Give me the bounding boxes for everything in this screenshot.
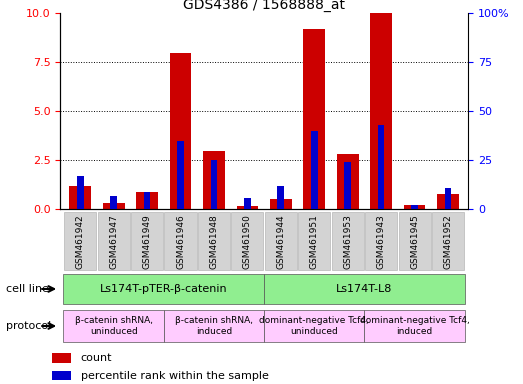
FancyBboxPatch shape — [231, 212, 264, 270]
Bar — [77, 176, 84, 209]
FancyBboxPatch shape — [63, 274, 264, 304]
Bar — [270, 200, 292, 209]
Text: cell line: cell line — [6, 284, 49, 294]
Title: GDS4386 / 1568888_at: GDS4386 / 1568888_at — [183, 0, 345, 12]
Bar — [445, 188, 451, 209]
FancyBboxPatch shape — [365, 310, 465, 342]
Bar — [411, 205, 418, 209]
Bar — [144, 192, 151, 209]
Text: protocol: protocol — [6, 321, 52, 331]
Text: Ls174T-pTER-β-catenin: Ls174T-pTER-β-catenin — [100, 284, 228, 294]
FancyBboxPatch shape — [264, 310, 365, 342]
Bar — [311, 131, 317, 209]
Bar — [103, 204, 124, 209]
Bar — [244, 197, 251, 209]
Text: dominant-negative Tcf4,
induced: dominant-negative Tcf4, induced — [360, 316, 470, 336]
Text: GSM461943: GSM461943 — [377, 214, 385, 269]
FancyBboxPatch shape — [164, 212, 197, 270]
Text: Ls174T-L8: Ls174T-L8 — [336, 284, 393, 294]
Bar — [337, 154, 359, 209]
FancyBboxPatch shape — [64, 212, 96, 270]
Bar — [404, 205, 425, 209]
Text: GSM461950: GSM461950 — [243, 214, 252, 269]
Text: dominant-negative Tcf4,
uninduced: dominant-negative Tcf4, uninduced — [259, 316, 369, 336]
FancyBboxPatch shape — [264, 274, 465, 304]
FancyBboxPatch shape — [265, 212, 297, 270]
FancyBboxPatch shape — [298, 212, 331, 270]
Bar — [370, 13, 392, 209]
Text: β-catenin shRNA,
uninduced: β-catenin shRNA, uninduced — [75, 316, 153, 336]
FancyBboxPatch shape — [365, 212, 397, 270]
Text: GSM461951: GSM461951 — [310, 214, 319, 269]
Bar — [344, 162, 351, 209]
Text: GSM461952: GSM461952 — [444, 214, 452, 269]
Text: GSM461944: GSM461944 — [276, 214, 286, 269]
Bar — [303, 29, 325, 209]
FancyBboxPatch shape — [98, 212, 130, 270]
FancyBboxPatch shape — [432, 212, 464, 270]
Bar — [211, 161, 217, 209]
Text: GSM461953: GSM461953 — [343, 214, 352, 269]
Bar — [236, 206, 258, 209]
Bar — [52, 353, 71, 362]
Text: GSM461942: GSM461942 — [76, 214, 85, 269]
Bar — [177, 141, 184, 209]
Text: count: count — [81, 353, 112, 363]
Text: GSM461946: GSM461946 — [176, 214, 185, 269]
Text: β-catenin shRNA,
induced: β-catenin shRNA, induced — [175, 316, 253, 336]
Text: percentile rank within the sample: percentile rank within the sample — [81, 371, 268, 381]
Bar — [437, 194, 459, 209]
Text: GSM461948: GSM461948 — [209, 214, 219, 269]
Bar — [110, 195, 117, 209]
Bar — [203, 151, 225, 209]
Bar — [70, 186, 91, 209]
Bar — [52, 371, 71, 380]
Text: GSM461949: GSM461949 — [143, 214, 152, 269]
Text: GSM461947: GSM461947 — [109, 214, 118, 269]
FancyBboxPatch shape — [332, 212, 364, 270]
FancyBboxPatch shape — [63, 310, 164, 342]
Bar — [169, 53, 191, 209]
Text: GSM461945: GSM461945 — [410, 214, 419, 269]
FancyBboxPatch shape — [198, 212, 230, 270]
FancyBboxPatch shape — [399, 212, 430, 270]
Bar — [378, 125, 384, 209]
Bar — [136, 192, 158, 209]
FancyBboxPatch shape — [131, 212, 163, 270]
FancyBboxPatch shape — [164, 310, 264, 342]
Bar — [278, 186, 284, 209]
